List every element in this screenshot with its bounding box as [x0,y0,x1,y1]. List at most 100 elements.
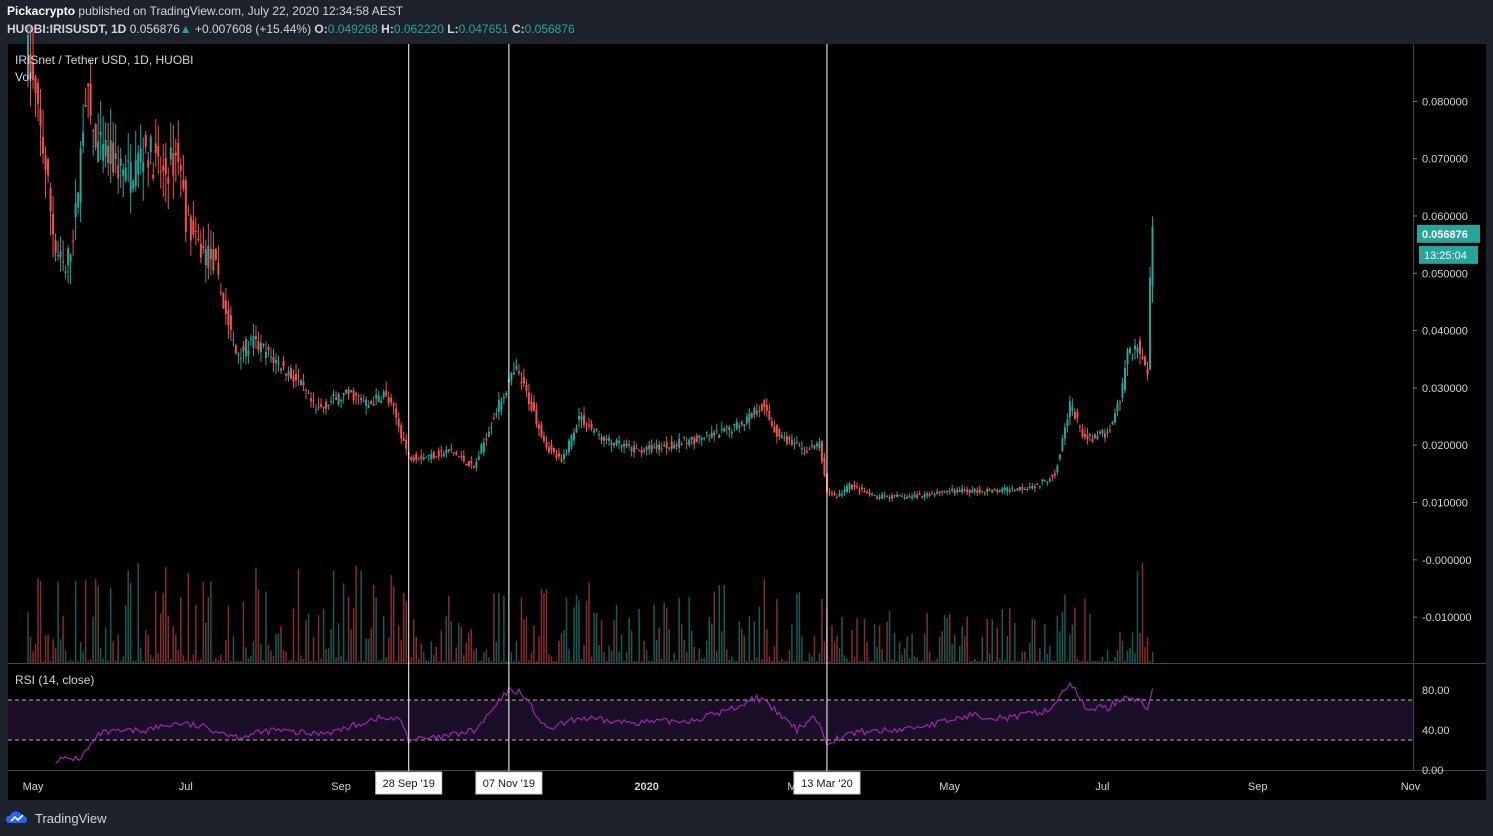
candle-body [377,395,380,403]
volume-bar [215,657,217,663]
volume-bar [941,631,943,663]
volume-bar [225,639,227,663]
volume-bar [322,608,325,663]
candle-body [953,490,956,494]
candle-body [798,444,801,446]
volume-bar [816,661,818,663]
volume-bar [908,658,911,663]
volume-bar [1029,642,1031,663]
candle-body [680,443,683,445]
candle-body [840,493,843,496]
volume-bar [315,661,317,663]
volume-bar [928,651,931,663]
candle-body [823,457,826,476]
volume-bar [1134,653,1136,663]
volume-bar [778,661,781,663]
candle-body [462,456,465,462]
volume-bar [327,648,330,663]
volume-bar [535,660,538,663]
volume-bar [991,619,994,663]
candle-body [946,490,949,492]
last-price-label: 0.056876 [1422,229,1468,241]
volume-bar [878,625,881,663]
candle-body [770,421,773,426]
volume-bar [588,582,590,663]
candle-body [1116,403,1119,412]
volume-bar [713,591,716,663]
volume-bar [235,661,237,663]
candle-body [257,341,260,350]
candle-body [284,373,287,376]
candle-body [214,249,217,260]
volume-bar [525,617,528,663]
volume-bar [443,661,445,663]
volume-bar [312,636,315,663]
volume-bar [300,655,302,663]
volume-bar [886,621,888,663]
candle-body [991,489,994,493]
volume-bar [936,658,938,663]
volume-bar [723,585,726,663]
candle-body [247,350,250,355]
date-marker-box [375,771,443,795]
candle-body [269,356,272,358]
price-tick-label: -0.000000 [1422,555,1472,567]
volume-bar [1099,661,1101,663]
volume-bar [570,661,573,663]
candle-body [320,404,323,407]
candle-body [162,165,165,171]
candle-body [913,494,916,497]
volume-bar [520,597,523,663]
candle-body [1144,356,1147,366]
candle-body [234,345,237,354]
volume-bar [1036,661,1039,663]
candle-body [64,271,67,273]
candle-body [352,390,355,401]
tradingview-brand[interactable]: TradingView [6,808,107,828]
candle-body [1068,401,1071,418]
candle-body [262,343,265,346]
volume-bar [362,661,365,663]
candle-body [72,240,75,242]
volume-bar [558,640,560,663]
candle-body [482,442,485,453]
volume-bar [861,661,863,663]
volume-bar [1061,611,1064,663]
candle-body [127,160,130,162]
candle-body [547,447,550,452]
volume-bar [951,643,953,663]
candle-body [535,409,538,425]
volume-bar [280,625,282,663]
volume-bar [455,647,458,663]
candle-body [107,145,110,164]
candle-body [34,76,37,93]
volume-bar [342,583,345,663]
volume-bar [335,656,337,663]
candle-body [202,245,205,249]
date-marker-label: 28 Sep '19 [383,778,435,790]
volume-bar [615,604,618,663]
volume-bar [94,578,97,663]
candle-body [1149,277,1152,370]
candle-body [703,438,706,440]
candle-body [1073,411,1076,419]
candle-body [720,428,723,431]
candle-body [89,83,92,116]
volume-bar [978,661,981,663]
candle-body [1021,486,1024,490]
candle-body [708,435,711,437]
volume-bar [883,661,886,663]
volume-bar [222,661,225,663]
candle-body [485,438,488,440]
candle-body [640,450,643,453]
volume-bar [377,661,380,663]
candle-body [327,405,330,407]
candle-body [866,492,869,494]
candle-body [873,495,876,497]
candle-body [1096,435,1099,440]
candle-body [457,456,460,458]
volume-bar [648,661,650,663]
volume-bar [412,619,415,663]
candle-body [898,494,901,496]
